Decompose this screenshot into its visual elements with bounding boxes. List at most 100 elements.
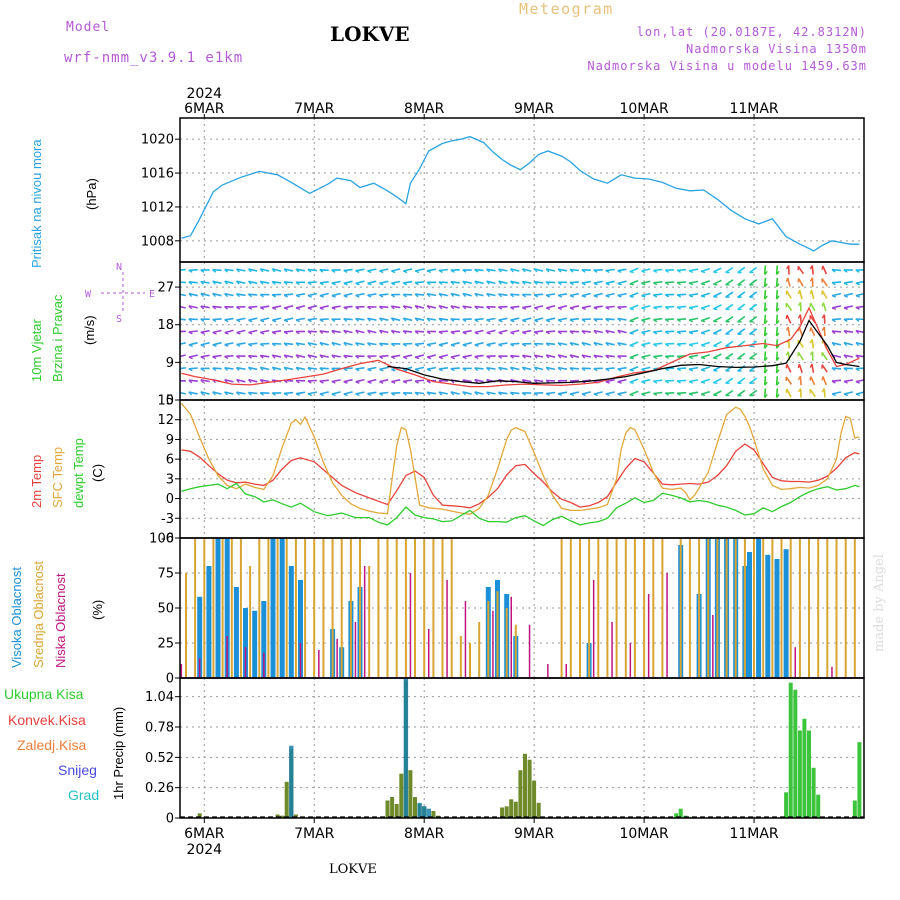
wind-arrow <box>486 292 496 297</box>
wind-arrow <box>355 268 365 272</box>
wind-arrow <box>188 318 198 321</box>
wind-arrowhead <box>629 394 634 397</box>
wind-arrowhead <box>283 366 288 371</box>
wind-arrowhead <box>557 367 562 371</box>
wind-arrowhead <box>188 318 193 322</box>
wind-arrowhead <box>653 306 658 310</box>
wind-arrow <box>474 318 484 321</box>
wind-arrow <box>295 268 306 272</box>
wind-arrowhead <box>843 318 848 323</box>
wind-arrow <box>343 280 353 285</box>
wind-arrow <box>450 354 460 358</box>
wind-arrow <box>379 280 389 285</box>
wind-arrow <box>331 341 341 346</box>
wind-arrowhead <box>545 331 550 335</box>
wind-arrowhead <box>414 270 420 274</box>
wind-arrowhead <box>522 319 527 323</box>
wind-arrowhead <box>319 269 324 273</box>
wind-arrow <box>677 305 687 308</box>
wind-arrowhead <box>509 280 514 285</box>
wind-arrow <box>224 280 234 285</box>
wind-arrow <box>307 342 317 346</box>
wind-arrow <box>775 302 779 312</box>
wind-arrowhead <box>438 318 443 322</box>
wind-arrowhead <box>855 393 860 397</box>
wind-arrow <box>641 366 651 371</box>
wind-arrowhead <box>259 366 264 371</box>
rain-bar <box>788 682 793 818</box>
wind-arrow <box>415 317 425 321</box>
wind-arrowhead <box>367 381 372 384</box>
wind-arrowhead <box>533 343 538 347</box>
wind-arrowhead <box>629 307 634 311</box>
wind-arrow <box>462 329 472 334</box>
wind-arrowhead <box>664 318 670 323</box>
compass-east: E <box>149 289 156 300</box>
wind-arrowhead <box>843 282 848 286</box>
wind-arrowhead <box>821 376 824 381</box>
wind-arrow <box>248 268 258 272</box>
wind-arrowhead <box>664 343 670 347</box>
wind-arrowhead <box>843 307 848 310</box>
wind-arrowhead <box>688 380 694 384</box>
wind-arrow <box>379 378 389 383</box>
x-day-label-bottom: 10MAR <box>619 826 668 842</box>
wind-arrow <box>821 351 828 361</box>
wind-arrowhead <box>367 270 372 274</box>
high-cloud-bar <box>774 559 780 678</box>
wind-arrow <box>284 317 294 321</box>
wind-arrow <box>438 354 448 358</box>
wind-arrow <box>331 391 341 395</box>
wind-arrowhead <box>498 391 502 396</box>
wind-arrowhead <box>307 268 312 273</box>
wind-arrow <box>462 292 472 297</box>
wind-arrowhead <box>367 282 372 286</box>
wind-arrowhead <box>295 331 300 335</box>
wind-arrow <box>763 265 767 275</box>
wind-arrow <box>569 391 580 395</box>
wind-arrowhead <box>593 269 598 273</box>
high-cloud-bar <box>243 608 248 678</box>
wind-arrowhead <box>343 393 348 397</box>
wind-arrowhead <box>797 388 802 393</box>
wind-arrow <box>821 278 828 287</box>
wind-arrow <box>474 391 484 395</box>
wind-arrowhead <box>498 268 502 273</box>
wind-arrow <box>355 292 365 297</box>
wind-arrow <box>462 379 472 383</box>
low-cloud-bar <box>592 580 595 678</box>
wind-arrow <box>391 268 401 272</box>
wind-arrowhead <box>272 307 277 311</box>
snow-bar <box>417 802 422 818</box>
mid-cloud-bar <box>239 538 242 678</box>
wind-arrow <box>677 379 687 382</box>
wind-arrow <box>557 366 568 370</box>
wind-arrow <box>248 391 258 395</box>
wind-arrowhead <box>236 280 240 285</box>
wind-arrowhead <box>664 368 670 372</box>
wind-arrowhead <box>688 356 694 360</box>
wind-arrowhead <box>821 314 825 319</box>
wind-arrowhead <box>809 327 812 332</box>
wind-arrowhead <box>617 317 622 322</box>
wind-arrowhead <box>367 306 372 310</box>
wind-arrow <box>557 391 568 395</box>
wind-arrowhead <box>764 283 768 288</box>
freezing-rain-legend-label: Zaledj.Kisa <box>17 737 87 753</box>
wind-arrowhead <box>701 319 706 323</box>
wind-arrow <box>763 302 767 312</box>
wind-arrow <box>737 303 746 311</box>
wind-arrow <box>593 292 603 297</box>
wind-arrow <box>617 378 627 383</box>
wind-arrowhead <box>701 344 706 347</box>
wind-arrowhead <box>414 380 419 384</box>
wind-arrowhead <box>498 306 503 310</box>
wind-arrow <box>546 305 556 309</box>
wind-arrowhead <box>593 306 598 310</box>
wind-arrowhead <box>593 354 598 359</box>
mid-cloud-bar <box>624 538 627 678</box>
wind-arrowhead <box>200 391 205 396</box>
wind-arrowhead <box>366 317 371 322</box>
low-cloud-bar <box>180 664 183 678</box>
wind-arrowhead <box>486 391 490 396</box>
